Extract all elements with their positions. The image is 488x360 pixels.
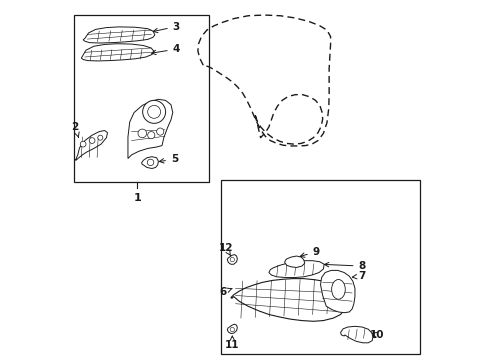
Circle shape [147,159,153,166]
Circle shape [98,135,102,140]
Text: 11: 11 [224,336,239,350]
Ellipse shape [331,279,345,299]
Circle shape [230,257,234,262]
Circle shape [156,128,163,135]
Bar [221,180,419,354]
Circle shape [230,327,234,332]
Text: 5: 5 [159,154,178,164]
Text: 1: 1 [133,193,141,203]
Text: 4: 4 [151,44,180,55]
Polygon shape [284,256,304,267]
Polygon shape [83,27,155,43]
Text: 8: 8 [324,261,365,271]
Circle shape [147,105,160,118]
Polygon shape [75,131,107,160]
Polygon shape [81,44,154,61]
Bar [74,15,208,182]
Polygon shape [268,261,324,278]
Circle shape [80,141,86,147]
Polygon shape [230,279,347,321]
Text: 10: 10 [369,330,384,340]
Circle shape [138,129,146,138]
Text: 6: 6 [219,287,232,297]
Text: 12: 12 [218,243,233,256]
Polygon shape [227,324,237,333]
Circle shape [147,132,155,139]
Circle shape [142,100,165,123]
Polygon shape [320,270,354,313]
Polygon shape [128,99,172,158]
Polygon shape [142,157,158,168]
Polygon shape [340,326,372,343]
Text: 3: 3 [153,22,180,33]
Circle shape [89,138,95,143]
Text: 2: 2 [71,122,79,138]
Text: 7: 7 [351,271,365,281]
Text: 9: 9 [300,247,319,257]
Polygon shape [227,255,237,264]
